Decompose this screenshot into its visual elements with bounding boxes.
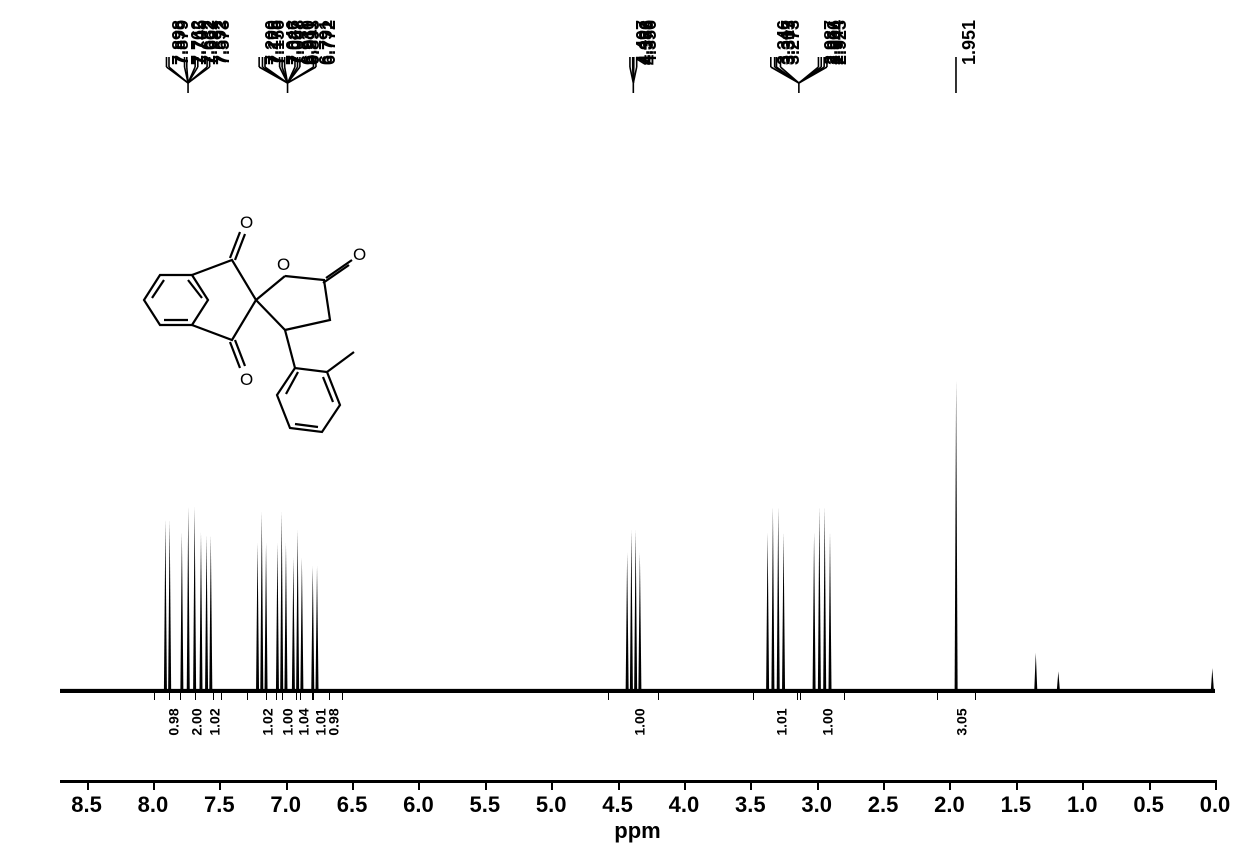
axis-tick-label: 2.5: [868, 792, 899, 818]
integration-bracket: [937, 692, 976, 700]
integration-bracket: [195, 692, 223, 700]
axis-tick: [286, 780, 288, 790]
axis-tick-label: 7.0: [270, 792, 301, 818]
axis-tick: [750, 780, 752, 790]
integration-value: 1.02: [259, 708, 275, 735]
integration-bracket: [608, 692, 659, 700]
axis-tick: [418, 780, 420, 790]
axis-tick-label: 0.5: [1133, 792, 1164, 818]
integration-value: 0.98: [165, 708, 181, 735]
axis-tick: [219, 780, 221, 790]
axis-line: [60, 780, 1215, 783]
svg-text:O: O: [240, 213, 253, 232]
integration-bracket: [753, 692, 798, 700]
axis-tick-label: 8.0: [138, 792, 169, 818]
integration-value: 3.05: [954, 708, 970, 735]
integration-bracket: [800, 692, 845, 700]
axis-tick-label: 5.0: [536, 792, 567, 818]
integration-value: 0.98: [326, 708, 342, 735]
svg-text:O: O: [353, 245, 366, 264]
axis-tick-label: 3.0: [801, 792, 832, 818]
spectrum-plot-area: 0.982.001.021.021.001.041.010.981.001.01…: [60, 598, 1215, 723]
axis-tick: [1082, 780, 1084, 790]
axis-tick: [1215, 780, 1217, 790]
axis-tick: [485, 780, 487, 790]
integration-value: 1.02: [206, 708, 222, 735]
axis-tick: [87, 780, 89, 790]
axis-tick-label: 4.5: [602, 792, 633, 818]
svg-text:O: O: [277, 255, 290, 274]
axis-title: ppm: [614, 818, 660, 844]
axis-tick: [949, 780, 951, 790]
integration-value: 1.04: [295, 708, 311, 735]
axis-tick: [684, 780, 686, 790]
axis-tick: [1016, 780, 1018, 790]
integration-value: 2.00: [189, 708, 205, 735]
axis-tick-label: 8.5: [71, 792, 102, 818]
axis-tick: [153, 780, 155, 790]
axis-tick-label: 6.0: [403, 792, 434, 818]
axis-tick: [352, 780, 354, 790]
axis-tick-label: 1.0: [1067, 792, 1098, 818]
axis-tick-label: 3.5: [735, 792, 766, 818]
axis-tick-label: 5.5: [470, 792, 501, 818]
axis-tick: [1149, 780, 1151, 790]
spectrum-peaks: [60, 368, 1215, 723]
integration-value: 1.00: [820, 708, 836, 735]
integration-bracket: [313, 692, 343, 700]
axis-tick-label: 1.5: [1001, 792, 1032, 818]
x-axis: 8.5 8.0 7.5 7.0 6.5 6.0 5.5 5.0 4.5 4.0 3.5 3.0 2.5 2…: [60, 780, 1215, 840]
axis-tick: [551, 780, 553, 790]
axis-tick: [618, 780, 620, 790]
axis-tick-label: 0.0: [1200, 792, 1231, 818]
axis-tick-label: 2.0: [934, 792, 965, 818]
integration-value: 1.00: [631, 708, 647, 735]
integration-value: 1.01: [773, 708, 789, 735]
axis-tick-label: 6.5: [337, 792, 368, 818]
axis-tick-label: 4.0: [669, 792, 700, 818]
axis-tick: [883, 780, 885, 790]
axis-tick: [817, 780, 819, 790]
peak-bracket-lines: [0, 55, 1240, 95]
integration-value: 1.00: [279, 708, 295, 735]
axis-tick-label: 7.5: [204, 792, 235, 818]
